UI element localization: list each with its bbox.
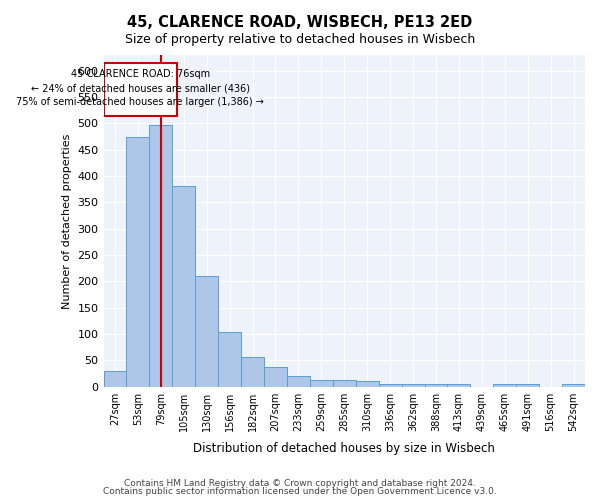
Bar: [218, 332, 241, 386]
Text: 45 CLARENCE ROAD: 76sqm: 45 CLARENCE ROAD: 76sqm: [71, 69, 210, 79]
Bar: [493, 384, 516, 386]
Bar: [264, 367, 287, 386]
Bar: [195, 276, 218, 386]
Bar: [562, 384, 585, 386]
Bar: [333, 380, 356, 386]
Bar: [310, 380, 333, 386]
Text: 45, CLARENCE ROAD, WISBECH, PE13 2ED: 45, CLARENCE ROAD, WISBECH, PE13 2ED: [127, 15, 473, 30]
Text: Size of property relative to detached houses in Wisbech: Size of property relative to detached ho…: [125, 32, 475, 46]
Bar: [425, 384, 448, 386]
Bar: [104, 371, 127, 386]
Bar: [448, 384, 470, 386]
Bar: [172, 186, 195, 386]
Bar: [401, 384, 425, 386]
Y-axis label: Number of detached properties: Number of detached properties: [62, 133, 72, 308]
Text: ← 24% of detached houses are smaller (436): ← 24% of detached houses are smaller (43…: [31, 84, 250, 94]
Bar: [356, 382, 379, 386]
Bar: [379, 384, 401, 386]
Bar: [287, 376, 310, 386]
FancyBboxPatch shape: [104, 63, 177, 116]
Bar: [127, 136, 149, 386]
Text: Contains public sector information licensed under the Open Government Licence v3: Contains public sector information licen…: [103, 487, 497, 496]
Text: Contains HM Land Registry data © Crown copyright and database right 2024.: Contains HM Land Registry data © Crown c…: [124, 478, 476, 488]
Bar: [241, 356, 264, 386]
Bar: [149, 125, 172, 386]
Bar: [516, 384, 539, 386]
Text: 75% of semi-detached houses are larger (1,386) →: 75% of semi-detached houses are larger (…: [16, 97, 264, 107]
X-axis label: Distribution of detached houses by size in Wisbech: Distribution of detached houses by size …: [193, 442, 495, 455]
